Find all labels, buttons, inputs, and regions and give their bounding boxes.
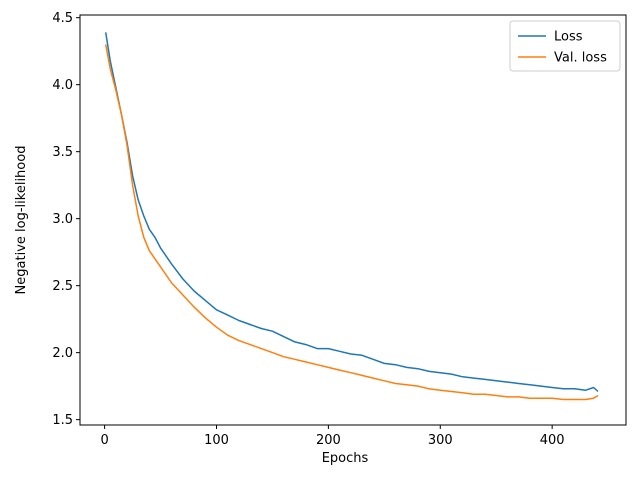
y-tick-label: 3.5 [52, 145, 73, 160]
axes-frame [79, 14, 627, 426]
x-tick-label: 100 [204, 433, 229, 448]
series-line-1 [104, 32, 599, 393]
legend-label-1: Loss [554, 30, 583, 45]
x-tick-label: 200 [316, 433, 341, 448]
plot-area [80, 15, 626, 425]
y-tick-label: 1.5 [52, 413, 73, 428]
y-axis-label: Negative log-likelihood [14, 146, 29, 295]
ticks-layer: 0 100 200 300 400 1.5 2.0 2.5 3.0 3.5 4.0 4.5 [52, 11, 564, 448]
y-tick-label: 4.5 [52, 11, 73, 26]
series-line-2 [104, 44, 599, 401]
x-axis-label: Epochs [322, 451, 369, 466]
x-tick-label: 300 [428, 433, 453, 448]
x-tick-label: 400 [540, 433, 565, 448]
y-tick-label: 3.0 [52, 212, 73, 227]
legend-label-2: Val. loss [554, 51, 607, 66]
series-layer [104, 32, 599, 401]
legend-box [509, 20, 621, 72]
y-tick-label: 4.0 [52, 78, 73, 93]
y-tick-label: 2.5 [52, 279, 73, 294]
y-tick-label: 2.0 [52, 346, 73, 361]
x-tick-label: 0 [100, 433, 108, 448]
legend: Loss Val. loss [509, 20, 621, 72]
